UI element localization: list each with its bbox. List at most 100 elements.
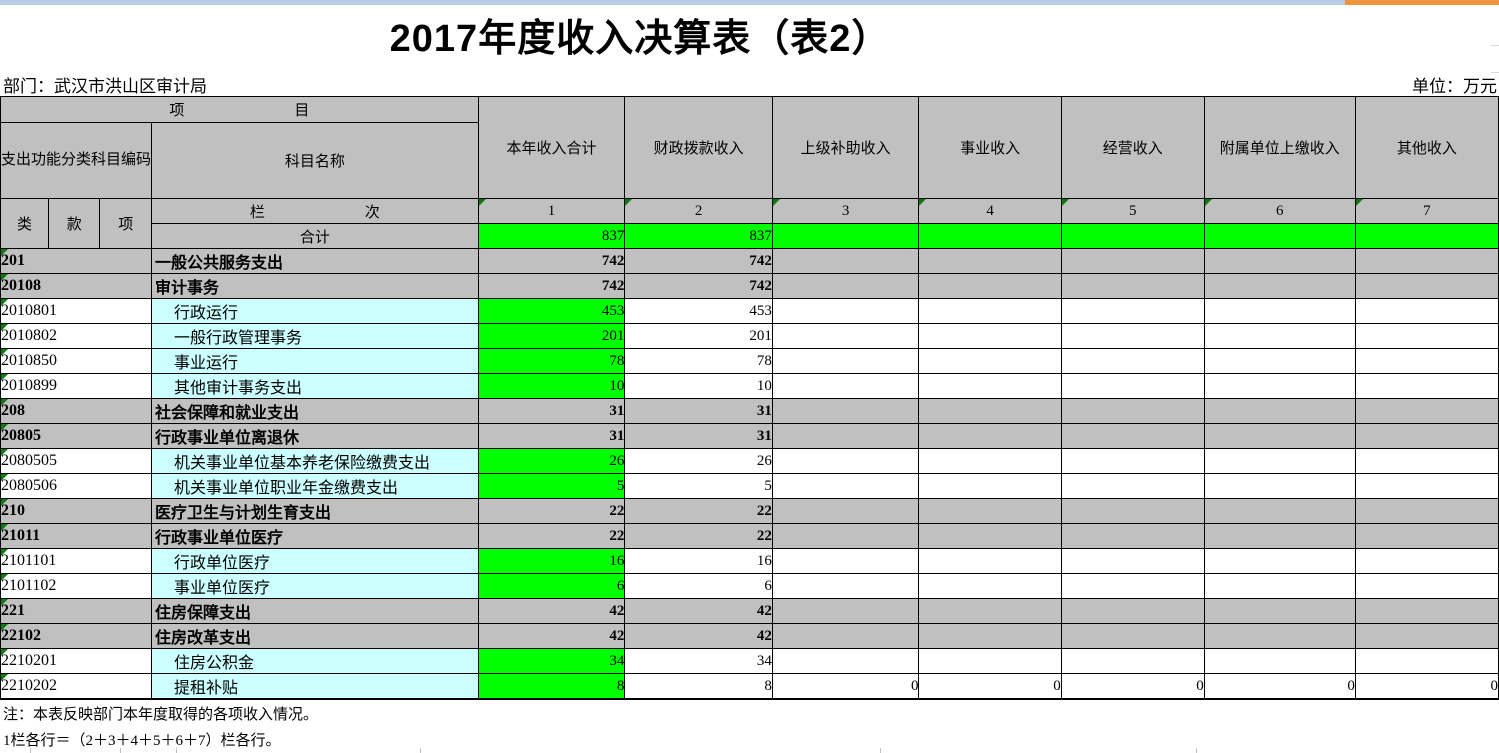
subject-name-cell[interactable]: 行政事业单位医疗 [151,523,479,549]
value-cell-col6[interactable] [1203,523,1356,549]
code-cell[interactable]: 208 [0,398,153,424]
value-cell-col7[interactable] [1354,523,1499,549]
value-cell-col1[interactable]: 34 [477,648,626,674]
subject-name-cell[interactable]: 事业运行 [151,348,479,374]
code-cell[interactable]: 20108 [0,273,153,299]
total-value-col2[interactable]: 837 [624,223,773,249]
value-cell-col4[interactable] [918,373,1062,399]
subject-name-cell[interactable]: 医疗卫生与计划生育支出 [151,498,479,524]
value-cell-col6[interactable]: 0 [1203,673,1356,700]
value-cell-col6[interactable] [1203,473,1356,499]
subject-name-cell[interactable]: 提租补贴 [151,673,479,700]
code-sub-header-kuan[interactable]: 款 [47,198,101,249]
subject-name-cell[interactable]: 审计事务 [151,273,479,299]
subject-name-cell[interactable]: 社会保障和就业支出 [151,398,479,424]
value-cell-col2[interactable]: 453 [624,298,773,324]
value-cell-col6[interactable] [1203,573,1356,599]
total-label-cell[interactable]: 合计 [151,223,479,249]
value-cell-col3[interactable] [771,348,920,374]
subject-name-cell[interactable]: 行政单位医疗 [151,548,479,574]
column-number-2[interactable]: 2 [624,198,773,224]
value-cell-col1[interactable]: 8 [477,673,626,700]
value-cell-col3[interactable] [771,473,920,499]
subject-name-cell[interactable]: 住房保障支出 [151,598,479,624]
code-cell[interactable]: 2101101 [0,548,153,574]
value-cell-col2[interactable]: 10 [624,373,773,399]
value-cell-col1[interactable]: 22 [477,523,626,549]
value-cell-col5[interactable] [1060,298,1205,324]
value-cell-col3[interactable] [771,373,920,399]
value-cell-col5[interactable] [1060,248,1205,274]
code-cell[interactable]: 2101102 [0,573,153,599]
value-cell-col4[interactable] [918,498,1062,524]
value-cell-col4[interactable] [918,648,1062,674]
col-header-operating-income[interactable]: 经营收入 [1060,96,1205,199]
code-cell[interactable]: 22102 [0,623,153,649]
value-cell-col1[interactable]: 453 [477,298,626,324]
value-cell-col2[interactable]: 42 [624,598,773,624]
subject-name-cell[interactable]: 一般公共服务支出 [151,248,479,274]
value-cell-col6[interactable] [1203,648,1356,674]
value-cell-col5[interactable] [1060,523,1205,549]
value-cell-col2[interactable]: 201 [624,323,773,349]
column-number-7[interactable]: 7 [1354,198,1499,224]
value-cell-col3[interactable] [771,598,920,624]
subject-name-header-cell[interactable]: 科目名称 [151,122,479,199]
subject-name-cell[interactable]: 事业单位医疗 [151,573,479,599]
value-cell-col7[interactable] [1354,623,1499,649]
value-cell-col4[interactable] [918,323,1062,349]
value-cell-col2[interactable]: 6 [624,573,773,599]
value-cell-col2[interactable]: 78 [624,348,773,374]
value-cell-col1[interactable]: 10 [477,373,626,399]
value-cell-col5[interactable] [1060,648,1205,674]
value-cell-col1[interactable]: 22 [477,498,626,524]
col-header-total-income[interactable]: 本年收入合计 [477,96,626,199]
value-cell-col5[interactable] [1060,373,1205,399]
value-cell-col7[interactable] [1354,298,1499,324]
value-cell-col2[interactable]: 16 [624,548,773,574]
col-header-affiliated-unit-income[interactable]: 附属单位上缴收入 [1203,96,1356,199]
value-cell-col7[interactable] [1354,448,1499,474]
value-cell-col4[interactable] [918,623,1062,649]
value-cell-col7[interactable] [1354,348,1499,374]
column-number-3[interactable]: 3 [771,198,920,224]
value-cell-col2[interactable]: 34 [624,648,773,674]
value-cell-col2[interactable]: 742 [624,248,773,274]
value-cell-col1[interactable]: 16 [477,548,626,574]
subject-name-cell[interactable]: 机关事业单位职业年金缴费支出 [151,473,479,499]
total-value-col4[interactable] [918,223,1062,249]
value-cell-col4[interactable] [918,573,1062,599]
value-cell-col3[interactable] [771,623,920,649]
code-cell[interactable]: 2010802 [0,323,153,349]
column-number-4[interactable]: 4 [918,198,1062,224]
code-cell[interactable]: 201 [0,248,153,274]
value-cell-col7[interactable] [1354,648,1499,674]
value-cell-col7[interactable] [1354,573,1499,599]
value-cell-col4[interactable] [918,348,1062,374]
value-cell-col7[interactable] [1354,473,1499,499]
value-cell-col1[interactable]: 201 [477,323,626,349]
value-cell-col5[interactable] [1060,348,1205,374]
value-cell-col6[interactable] [1203,598,1356,624]
value-cell-col1[interactable]: 78 [477,348,626,374]
value-cell-col6[interactable] [1203,298,1356,324]
value-cell-col3[interactable] [771,248,920,274]
expenditure-code-header-cell[interactable]: 支出功能分类科目编码 [0,122,153,199]
value-cell-col2[interactable]: 742 [624,273,773,299]
total-value-col3[interactable] [771,223,920,249]
total-value-col6[interactable] [1203,223,1356,249]
value-cell-col5[interactable] [1060,273,1205,299]
value-cell-col7[interactable] [1354,423,1499,449]
subject-name-cell[interactable]: 行政事业单位离退休 [151,423,479,449]
value-cell-col2[interactable]: 31 [624,423,773,449]
value-cell-col5[interactable] [1060,498,1205,524]
col-header-other-income[interactable]: 其他收入 [1354,96,1499,199]
value-cell-col2[interactable]: 22 [624,498,773,524]
code-cell[interactable]: 2210202 [0,673,153,700]
value-cell-col4[interactable] [918,598,1062,624]
subject-name-cell[interactable]: 一般行政管理事务 [151,323,479,349]
value-cell-col3[interactable] [771,648,920,674]
value-cell-col3[interactable] [771,498,920,524]
value-cell-col5[interactable] [1060,323,1205,349]
column-number-1[interactable]: 1 [477,198,626,224]
